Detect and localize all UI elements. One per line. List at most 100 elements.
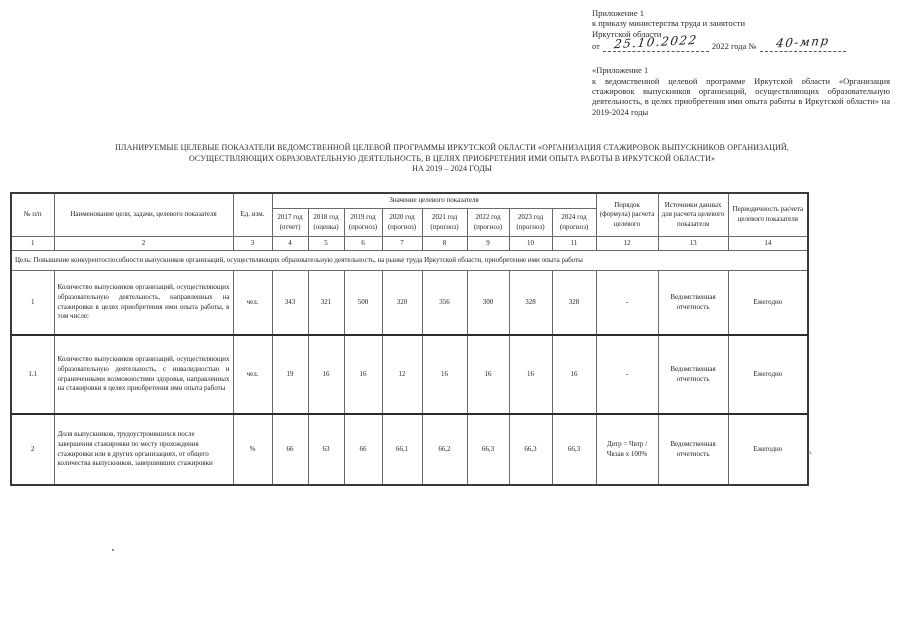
- value-cell: 16: [421, 334, 468, 415]
- appendix-title: Приложение 1: [592, 8, 644, 18]
- formula-cell: Двтр = Чвтр / Чвзав х 100%: [595, 413, 659, 486]
- col-number: 7: [381, 236, 423, 251]
- row-num: 1: [10, 270, 55, 336]
- year-kind: (прогноз): [430, 222, 459, 231]
- document-title: ПЛАНИРУЕМЫЕ ЦЕЛЕВЫЕ ПОКАЗАТЕЛИ ВЕДОМСТВЕ…: [28, 143, 876, 175]
- formula-cell: -: [595, 270, 659, 336]
- number-blank-line: 40-мпр: [759, 34, 846, 53]
- indicator-name: Количество выпускников организаций, осущ…: [53, 270, 234, 336]
- value-cell: 300: [466, 270, 510, 336]
- scan-artifact-dot: [112, 549, 114, 551]
- col-number: 3: [232, 236, 273, 251]
- source-cell: Ведомственная отчетность: [657, 270, 729, 336]
- date-blank-line: 25.10.2022: [602, 33, 709, 53]
- value-cell: 66,1: [381, 413, 423, 486]
- header-source: Источники данных для расчета целевого по…: [657, 192, 729, 237]
- table-row: 2 Доля выпускников, трудоустроившихся по…: [10, 413, 809, 486]
- value-cell: 66: [343, 413, 383, 486]
- row-num: 1.1: [10, 334, 55, 415]
- year-header-2023: 2023 год (прогноз): [508, 208, 553, 237]
- program-ref-opening: «Приложение 1: [592, 65, 649, 76]
- source-cell: Ведомственная отчетность: [657, 334, 729, 415]
- year-header-2022: 2022 год (прогноз): [466, 208, 510, 237]
- value-cell: 16: [508, 334, 553, 415]
- year-label: 2020 год: [389, 212, 415, 221]
- unit-cell: чел.: [232, 334, 273, 415]
- appendix-block: Приложение 1 к приказу министерства труд…: [592, 8, 890, 117]
- title-line-2: ОСУЩЕСТВЛЯЮЩИХ ОБРАЗОВАТЕЛЬНУЮ ДЕЯТЕЛЬНО…: [188, 153, 716, 163]
- year-label: 2023 год: [517, 212, 544, 221]
- value-cell: 320: [381, 270, 423, 336]
- year-kind: (прогноз): [387, 222, 417, 231]
- value-cell: 500: [343, 270, 383, 336]
- value-cell: 328: [508, 270, 553, 336]
- header-name: Наименование цели, задачи, целевого пока…: [53, 192, 234, 237]
- header-unit: Ед. изм.: [232, 192, 273, 237]
- value-cell: 19: [271, 334, 309, 415]
- handwritten-date: 25.10.2022: [613, 32, 699, 52]
- col-number: 11: [551, 236, 597, 251]
- col-number: 5: [307, 236, 345, 251]
- year-header-2021: 2021 год (прогноз): [421, 208, 468, 237]
- scan-artifact-mark: в.: [808, 450, 813, 456]
- col-number: 13: [657, 236, 729, 251]
- year-header-2017: 2017 год (отчет): [271, 208, 309, 237]
- value-cell: 356: [421, 270, 468, 336]
- unit-cell: чел.: [232, 270, 273, 336]
- value-cell: 16: [551, 334, 597, 415]
- header-formula: Порядок (формула) расчета целевого: [595, 192, 659, 237]
- value-cell: 63: [307, 413, 345, 486]
- col-number: 1: [10, 236, 55, 251]
- year-kind: (прогноз): [559, 222, 589, 231]
- col-number: 12: [595, 236, 659, 251]
- title-line-1: ПЛАНИРУЕМЫЕ ЦЕЛЕВЫЕ ПОКАЗАТЕЛИ ВЕДОМСТВЕ…: [115, 143, 789, 152]
- program-ref-text: к ведомственной целевой программе Иркутс…: [592, 75, 890, 117]
- value-cell: 16: [307, 334, 345, 415]
- value-cell: 321: [307, 270, 345, 336]
- year-kind: (отчет): [279, 222, 301, 231]
- value-cell: 66,2: [421, 413, 468, 486]
- year-number-label: 2022 года №: [711, 41, 757, 52]
- row-num: 2: [10, 413, 55, 486]
- value-cell: 16: [343, 334, 383, 415]
- year-label: 2019 год: [350, 212, 376, 221]
- year-kind: (прогноз): [348, 222, 378, 231]
- value-cell: 343: [271, 270, 309, 336]
- col-number: 6: [343, 236, 383, 251]
- col-number: 9: [466, 236, 510, 251]
- appendix-region: Иркутской области: [592, 28, 662, 39]
- appendix-date-line: от 25.10.2022 2022 года № 40-мпр: [592, 33, 890, 56]
- table-row: 1.1 Количество выпускников организаций, …: [10, 334, 809, 415]
- col-number: 4: [271, 236, 309, 251]
- col-number: 8: [421, 236, 468, 251]
- year-label: 2022 год: [475, 212, 501, 221]
- goal-row: Цель: Повышение конкурентоспособности вы…: [10, 250, 809, 271]
- appendix-order-ref: к приказу министерства труда и занятости: [592, 18, 746, 29]
- col-number: 14: [727, 236, 809, 251]
- indicators-table: № п/п Наименование цели, задачи, целевог…: [10, 192, 810, 486]
- indicator-name: Доля выпускников, трудоустроившихся посл…: [53, 413, 234, 486]
- header-periodicity: Периодичность расчета целевого показател…: [727, 192, 809, 237]
- year-kind: (прогноз): [473, 222, 503, 231]
- header-value-span: Значение целевого показателя: [271, 192, 597, 209]
- value-cell: 66: [271, 413, 309, 486]
- periodicity-cell: Ежегодно: [727, 413, 809, 486]
- year-header-2019: 2019 год (прогноз): [343, 208, 383, 237]
- year-label: 2017 год: [277, 212, 303, 221]
- year-label: 2021 год: [431, 212, 458, 221]
- value-cell: 66,3: [508, 413, 553, 486]
- year-kind: (оценка): [313, 222, 339, 231]
- col-number: 2: [53, 236, 234, 251]
- header-num: № п/п: [10, 192, 55, 237]
- unit-cell: %: [232, 413, 273, 486]
- col-number: 10: [508, 236, 553, 251]
- value-cell: 66,3: [551, 413, 597, 486]
- year-kind: (прогноз): [516, 222, 545, 231]
- year-label: 2024 год: [561, 212, 587, 221]
- from-label: от: [592, 41, 600, 52]
- year-header-2018: 2018 год (оценка): [307, 208, 345, 237]
- periodicity-cell: Ежегодно: [727, 270, 809, 336]
- value-cell: 12: [381, 334, 423, 415]
- value-cell: 16: [466, 334, 510, 415]
